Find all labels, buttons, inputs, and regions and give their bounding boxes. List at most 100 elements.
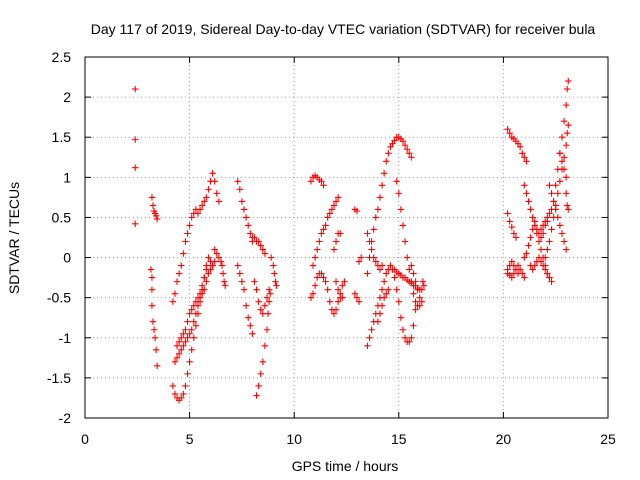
data-point (257, 242, 264, 249)
data-point (203, 278, 210, 285)
data-point (152, 212, 160, 220)
data-point (393, 286, 400, 293)
data-point (504, 210, 511, 217)
data-point (132, 136, 139, 143)
data-point (309, 262, 317, 269)
data-point (148, 194, 156, 201)
data-point (531, 262, 538, 269)
data-point (546, 274, 553, 281)
data-point (211, 258, 218, 265)
data-point (180, 390, 187, 398)
data-point (562, 142, 570, 149)
data-point (334, 286, 342, 293)
data-point (169, 382, 177, 390)
data-point (180, 342, 187, 349)
data-point (330, 310, 338, 317)
y-tick-label: -0.5 (47, 290, 71, 306)
data-point (318, 230, 325, 237)
series-s17 (307, 270, 348, 317)
series-s03 (147, 266, 161, 370)
data-point (311, 282, 319, 289)
data-point (374, 318, 382, 325)
data-point (273, 282, 280, 289)
data-point (512, 234, 520, 241)
data-point (510, 262, 518, 269)
data-point (519, 150, 526, 157)
data-point (184, 370, 191, 378)
x-tick-label: 5 (186, 431, 194, 447)
data-point (412, 306, 419, 313)
data-point (244, 222, 252, 229)
data-point (215, 198, 223, 205)
data-point (320, 274, 327, 281)
series-s13 (251, 278, 273, 317)
data-point (412, 278, 419, 285)
series-s39 (542, 121, 572, 261)
data-point (556, 222, 564, 229)
data-point (263, 326, 271, 333)
data-point (201, 198, 208, 205)
series-s11 (249, 234, 269, 257)
data-point (504, 270, 511, 277)
data-point (238, 198, 246, 205)
data-point (148, 302, 156, 309)
data-point (184, 230, 191, 237)
data-point (535, 238, 543, 245)
data-point (391, 137, 398, 144)
data-point (401, 334, 409, 341)
data-point (399, 138, 407, 145)
series-s30 (504, 126, 530, 165)
data-point (380, 278, 388, 285)
data-point (218, 262, 226, 269)
data-point (406, 266, 413, 273)
data-point (544, 270, 551, 277)
data-point (374, 206, 382, 213)
chart-title: Day 117 of 2019, Sidereal Day-to-day VTE… (91, 21, 596, 37)
data-point (565, 206, 572, 213)
data-point (328, 206, 336, 213)
data-point (546, 182, 553, 189)
data-point (249, 330, 256, 337)
data-point (194, 294, 202, 301)
data-point (132, 164, 139, 171)
data-point (355, 258, 363, 265)
series-s10 (234, 262, 256, 337)
data-point (565, 121, 572, 129)
data-point (253, 286, 260, 293)
data-point (201, 286, 208, 293)
data-point (182, 382, 189, 390)
data-point (324, 214, 331, 221)
data-point (368, 326, 375, 333)
data-point (397, 314, 405, 321)
series-s05 (169, 170, 223, 305)
data-point (397, 206, 405, 213)
data-point (562, 246, 570, 253)
data-point (558, 134, 566, 141)
data-point (220, 278, 228, 285)
data-point (196, 290, 204, 297)
data-point (259, 310, 267, 317)
data-point (198, 282, 206, 289)
data-point (330, 246, 338, 253)
data-point (236, 270, 244, 277)
data-point (512, 266, 520, 273)
data-point (364, 270, 371, 277)
data-point (267, 254, 275, 261)
data-point (190, 334, 197, 341)
y-tick-label: 0 (63, 250, 71, 266)
data-point (205, 186, 212, 193)
data-point (357, 254, 365, 261)
data-point (525, 242, 532, 249)
data-point (366, 238, 373, 245)
y-tick-label: -2 (59, 410, 72, 426)
data-point (265, 298, 273, 305)
data-point (560, 238, 568, 245)
data-point (186, 358, 193, 366)
data-point (203, 194, 210, 201)
data-point (339, 282, 346, 289)
data-point (238, 278, 246, 285)
data-point (521, 182, 528, 189)
data-point (508, 258, 515, 265)
data-point (410, 290, 417, 297)
data-point (244, 314, 252, 321)
